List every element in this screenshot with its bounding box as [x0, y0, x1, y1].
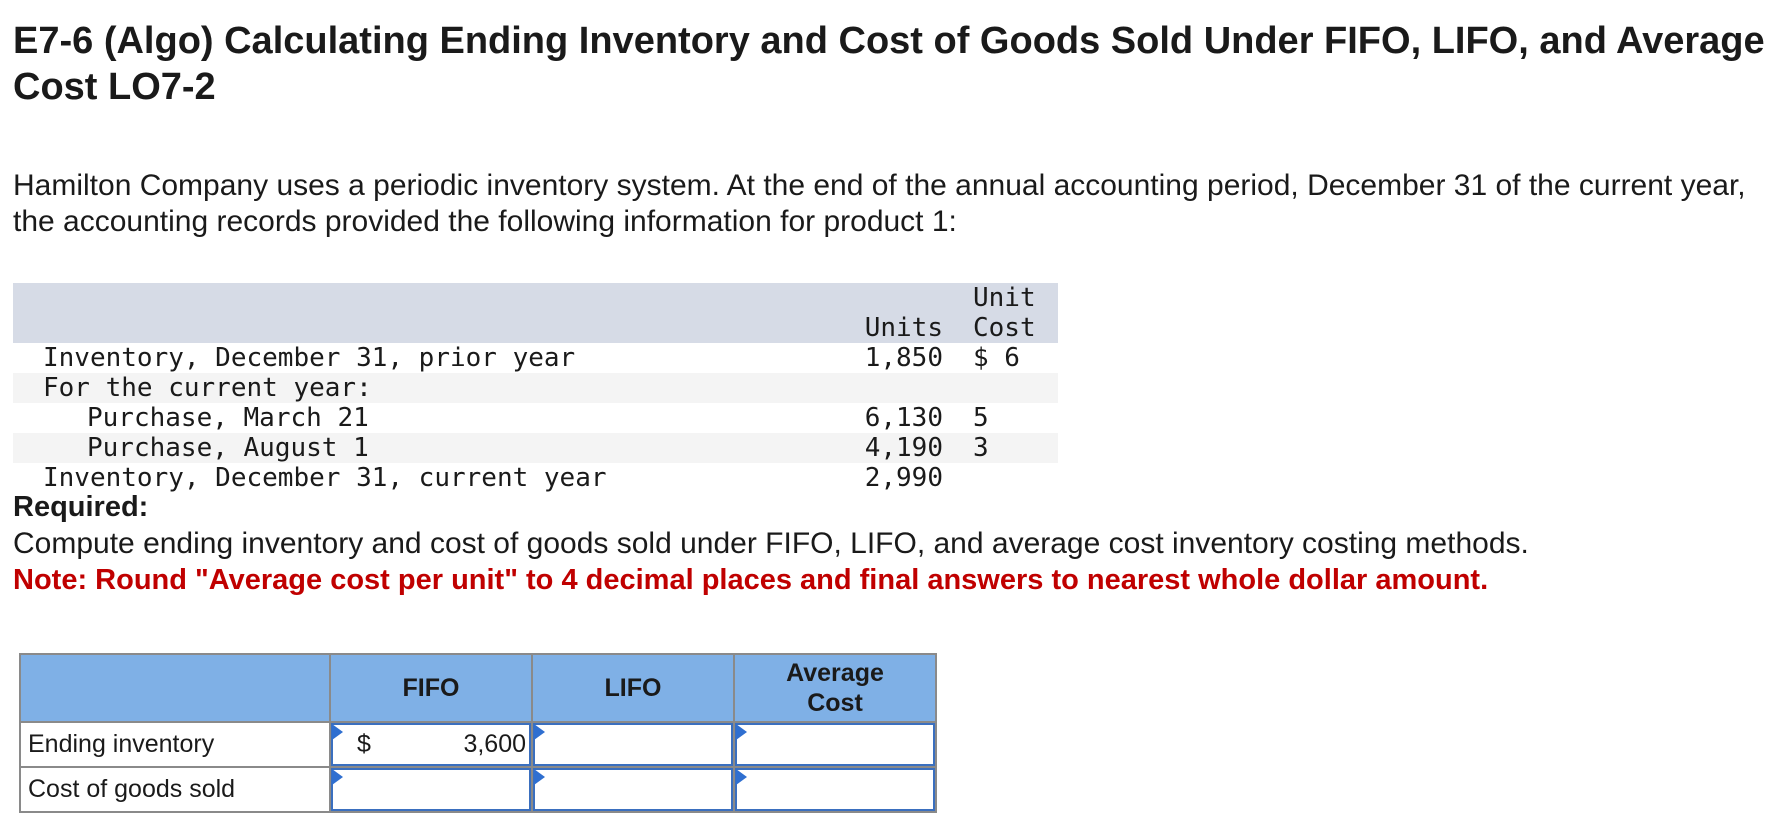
page-title: E7-6 (Algo) Calculating Ending Inventory… [13, 20, 1765, 108]
required-label: Required: [13, 491, 149, 523]
row-units: 6,130 [864, 403, 943, 433]
row-label-cogs: Cost of goods sold [19, 766, 331, 813]
row-unit-cost: 5 [973, 403, 989, 433]
avg-ending-inventory-cell [733, 721, 937, 768]
input-flag-icon [736, 724, 747, 740]
row-units: 4,190 [864, 433, 943, 463]
row-unit-cost: 3 [973, 433, 989, 463]
answer-row-cogs: Cost of goods sold [19, 766, 937, 813]
input-flag-icon [736, 769, 747, 785]
header-lifo: LIFO [531, 653, 735, 723]
avg-cogs-cell [733, 766, 937, 813]
data-table-header: Units Unit Cost [13, 283, 1058, 343]
input-flag-icon [534, 769, 545, 785]
row-units: 2,990 [864, 463, 943, 493]
header-unit-cost: Unit Cost [973, 283, 1036, 343]
answer-header-blank [19, 653, 331, 723]
compute-instructions: Compute ending inventory and cost of goo… [13, 527, 1529, 560]
dollar-sign: $ [357, 730, 371, 758]
lifo-cogs-cell [531, 766, 735, 813]
row-label: Purchase, March 21 [87, 403, 369, 433]
row-label-ending-inventory: Ending inventory [19, 721, 331, 768]
lifo-ending-inventory-input[interactable] [533, 723, 733, 766]
header-fifo: FIFO [329, 653, 533, 723]
answer-table: FIFO LIFO Average Cost Ending inventory $… [19, 653, 937, 813]
answer-header-row: FIFO LIFO Average Cost [19, 653, 937, 723]
fifo-ending-inventory-cell: $ 3,600 [329, 721, 533, 768]
row-unit-cost [973, 463, 1058, 493]
table-row: Purchase, March 21 6,130 5 [13, 403, 1058, 433]
row-units: 1,850 [864, 343, 943, 373]
row-unit-cost [973, 373, 1058, 403]
table-row: Inventory, December 31, prior year 1,850… [13, 343, 1058, 373]
lifo-ending-inventory-cell [531, 721, 735, 768]
problem-intro: Hamilton Company uses a periodic invento… [13, 169, 1746, 238]
fifo-ending-inventory-input[interactable]: $ 3,600 [331, 723, 531, 766]
fifo-cogs-cell [329, 766, 533, 813]
input-flag-icon [534, 724, 545, 740]
fifo-ending-inventory-value: 3,600 [463, 730, 526, 758]
table-row: Inventory, December 31, current year 2,9… [13, 463, 1058, 493]
answer-row-ending-inventory: Ending inventory $ 3,600 [19, 721, 937, 768]
lifo-cogs-input[interactable] [533, 768, 733, 811]
avg-ending-inventory-input[interactable] [735, 723, 935, 766]
avg-cogs-input[interactable] [735, 768, 935, 811]
row-label: Inventory, December 31, current year [43, 463, 607, 493]
row-label: Purchase, August 1 [87, 433, 369, 463]
input-flag-icon [332, 724, 343, 740]
row-units [828, 373, 973, 403]
row-label: Inventory, December 31, prior year [43, 343, 576, 373]
input-flag-icon [332, 769, 343, 785]
table-row: Purchase, August 1 4,190 3 [13, 433, 1058, 463]
inventory-data-table: Units Unit Cost Inventory, December 31, p… [13, 283, 1058, 493]
rounding-note: Note: Round "Average cost per unit" to 4… [13, 564, 1489, 596]
row-unit-cost: $ 6 [973, 343, 1020, 373]
header-average-cost: Average Cost [733, 653, 937, 723]
table-row: For the current year: [13, 373, 1058, 403]
fifo-cogs-input[interactable] [331, 768, 531, 811]
row-label: For the current year: [43, 373, 372, 403]
header-units: Units [864, 313, 943, 343]
header-description [13, 283, 828, 343]
